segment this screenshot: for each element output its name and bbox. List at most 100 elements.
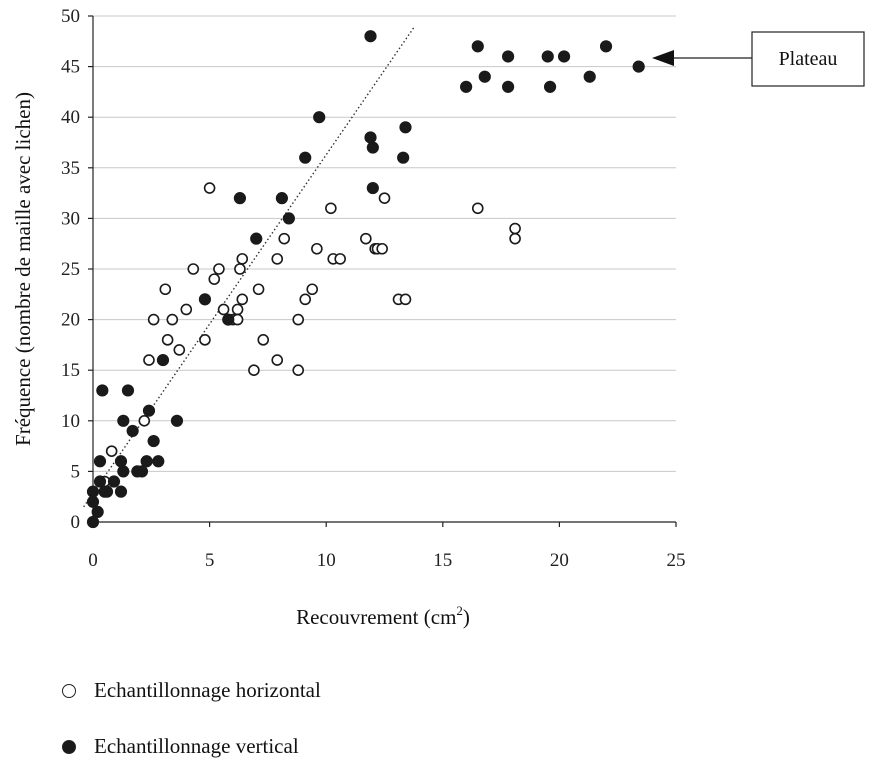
x-axis-title-end: ) [463,605,470,629]
point-horizontal [378,192,391,204]
point-vertical [86,485,100,498]
point-horizontal [236,293,249,306]
point-horizontal [138,414,151,427]
point-vertical [364,30,377,43]
point-vertical [364,131,377,144]
point-vertical [399,121,412,134]
point-horizontal [213,263,225,275]
point-vertical [93,475,107,488]
point-vertical [86,495,100,508]
y-axis-title: Fréquence (nombre de maille avec lichen) [11,92,35,446]
point-vertical [170,414,184,427]
x-axis-title-superscript: 2 [456,603,463,618]
x-tick-label: 5 [205,550,215,571]
point-horizontal [180,303,193,316]
open-circle-icon [62,683,76,698]
point-vertical [275,192,288,205]
point-vertical [121,384,135,397]
point-vertical [557,50,571,63]
point-horizontal [248,364,260,377]
point-vertical [152,455,165,468]
x-tick-label: 0 [88,550,98,571]
x-axis-title: Recouvrement (cm2) [296,603,470,629]
y-tick-label: 40 [61,107,80,128]
point-horizontal [334,253,346,265]
point-horizontal [166,313,179,326]
point-horizontal [299,293,312,306]
point-vertical [96,384,109,397]
y-tick-label: 30 [61,208,80,229]
point-vertical [366,141,379,154]
point-horizontal [271,253,284,265]
point-horizontal [236,253,249,265]
point-vertical [478,70,491,83]
point-vertical [100,485,114,498]
point-horizontal [252,283,265,296]
point-horizontal [257,334,270,346]
point-horizontal [231,303,244,316]
point-vertical [198,293,212,306]
point-vertical [501,50,515,63]
point-vertical [140,455,153,468]
legend-label-vertical: Echantillonnage vertical [94,734,299,758]
point-vertical [583,70,596,83]
legend-item-vertical: Echantillonnage vertical [62,734,299,759]
point-vertical [135,465,149,478]
x-tick-label: 25 [667,550,686,571]
legend-label-horizontal: Echantillonnage horizontal [94,678,321,702]
point-horizontal [217,303,230,316]
dotted-trendline [83,25,416,508]
y-tick-label: 5 [71,461,81,482]
point-vertical [156,353,170,367]
point-horizontal [509,222,521,235]
point-vertical [126,424,139,438]
point-vertical [107,475,121,488]
point-horizontal [376,242,388,255]
point-vertical [366,181,379,195]
point-horizontal [311,242,323,255]
point-horizontal [161,334,174,346]
y-tick-label: 10 [61,411,80,432]
y-tick-label: 50 [61,6,80,27]
point-horizontal [208,273,221,285]
point-vertical [86,515,100,529]
x-tick-label: 15 [433,550,452,571]
point-horizontal [399,293,412,306]
y-tick-label: 35 [61,158,80,179]
point-horizontal [271,354,284,366]
point-horizontal [173,344,186,356]
point-horizontal [306,283,319,296]
ticks: 0 5 10 15 20 25 30 35 40 45 50 0 5 10 15 20 25 [61,6,686,571]
point-vertical [147,434,160,448]
point-vertical [299,151,312,164]
point-vertical [599,40,613,53]
point-horizontal [509,232,521,245]
data-points [86,30,645,529]
point-vertical [114,485,128,498]
point-vertical [222,313,235,326]
point-vertical [142,404,156,417]
gridlines [93,15,676,472]
point-vertical [460,80,473,93]
plateau-callout-label: Plateau [779,48,838,70]
x-tick-label: 10 [317,550,336,571]
point-horizontal [147,313,160,326]
point-horizontal [159,283,172,296]
point-vertical [114,455,128,468]
plateau-callout: Plateau [652,31,865,87]
y-tick-label: 45 [61,57,80,78]
plateau-callout-box [751,31,865,87]
point-vertical [541,50,554,63]
x-axis-title-main: Recouvrement (cm [296,605,456,629]
y-tick-label: 25 [61,259,80,280]
point-horizontal [143,354,155,366]
point-vertical [91,505,104,518]
point-horizontal [105,445,118,457]
y-tick-label: 20 [61,310,80,331]
point-horizontal [471,202,484,215]
point-vertical [93,455,107,468]
y-tick-label: 15 [61,360,80,381]
point-vertical [471,40,484,53]
point-vertical [313,111,326,124]
legend-item-horizontal: Echantillonnage horizontal [62,678,321,703]
